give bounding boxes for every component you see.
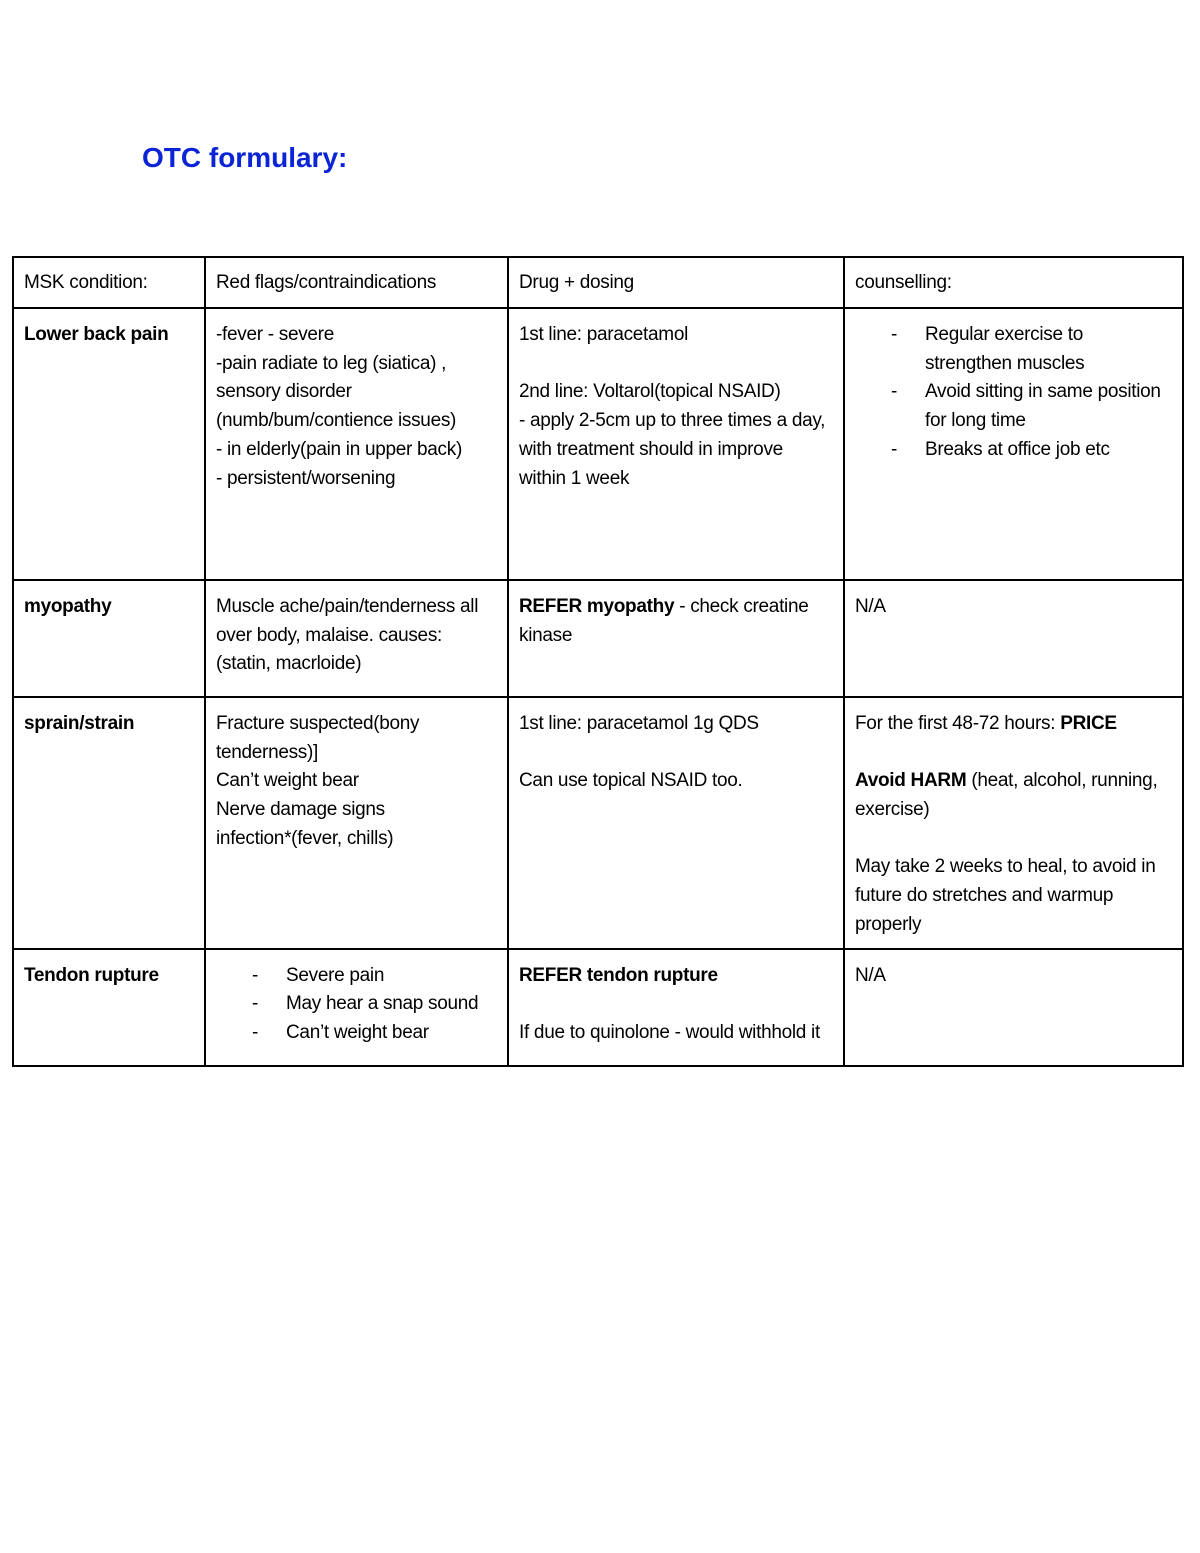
drug-cell: 1st line: paracetamol 1g QDS Can use topi… (507, 696, 845, 950)
bold-text: REFER myopathy (519, 596, 675, 617)
text-line: Fracture suspected(bony tenderness)] (216, 710, 497, 767)
counselling-cell: For the first 48-72 hours: PRICE Avoid HA… (843, 696, 1184, 950)
table-row: Tendon rupture Severe painMay hear a snap… (12, 947, 1184, 1067)
text-line: - apply 2-5cm up to three times a day, w… (519, 407, 833, 493)
text: Can’t weight bear (216, 770, 359, 792)
condition-name: myopathy (24, 596, 112, 617)
text-line: REFER tendon rupture (519, 962, 833, 991)
counselling-cell: Regular exercise to strengthen musclesAv… (843, 307, 1184, 581)
text: 2nd line: Voltarol(topical NSAID) (519, 381, 781, 403)
text: - persistent/worsening (216, 467, 396, 489)
condition-name: sprain/strain (24, 713, 135, 734)
text: Nerve damage signs (216, 799, 385, 821)
text-line: If due to quinolone - would withhold it (519, 1019, 833, 1048)
text: Muscle ache/pain/tenderness all over bod… (216, 596, 479, 675)
drug-cell: REFER myopathy - check creatine kinase (507, 579, 845, 698)
condition-cell: sprain/strain (12, 696, 206, 950)
otc-formulary-table: MSK condition: Red flags/contraindication… (12, 256, 1184, 1067)
text: May take 2 weeks to heal, to avoid in fu… (855, 856, 1156, 935)
list-item: Severe pain (216, 962, 497, 991)
text: -fever - severe (216, 324, 334, 345)
header-row: MSK condition: Red flags/contraindication… (12, 256, 1184, 309)
column-header: MSK condition: (12, 256, 206, 309)
red-flags-cell: Fracture suspected(bony tenderness)] Can’… (204, 696, 509, 950)
counselling-cell: N/A (843, 947, 1184, 1067)
text-line: Nerve damage signs (216, 796, 497, 825)
text-line (519, 739, 833, 768)
text: -pain radiate to leg (siatica) , sensory… (216, 352, 457, 432)
text-line: - persistent/worsening (216, 465, 497, 494)
text-line (855, 825, 1172, 854)
text-line (519, 350, 833, 379)
text-line (519, 990, 833, 1019)
drug-cell: REFER tendon rupture If due to quinolone … (507, 947, 845, 1067)
text: 1st line: paracetamol (519, 324, 689, 345)
bullet-list: Severe painMay hear a snap soundCan’t we… (216, 962, 497, 1048)
text-line: N/A (855, 593, 1172, 622)
text-line: infection*(fever, chills) (216, 825, 497, 854)
condition-cell: Lower back pain (12, 307, 206, 581)
list-item: Avoid sitting in same position for long … (855, 378, 1172, 435)
text-line: 1st line: paracetamol 1g QDS (519, 710, 833, 739)
bullet-list: Regular exercise to strengthen musclesAv… (855, 321, 1172, 465)
text-line: Can’t weight bear (216, 767, 497, 796)
red-flags-cell: Muscle ache/pain/tenderness all over bod… (204, 579, 509, 698)
text-line: REFER myopathy - check creatine kinase (519, 593, 833, 650)
text-line: Can use topical NSAID too. (519, 767, 833, 796)
table-row: sprain/strain Fracture suspected(bony ten… (12, 696, 1184, 950)
condition-cell: Tendon rupture (12, 947, 206, 1067)
text: infection*(fever, chills) (216, 827, 394, 849)
text: - check creatine kinase (519, 596, 809, 646)
text: N/A (855, 964, 886, 986)
red-flags-cell: -fever - severe -pain radiate to leg (sia… (204, 307, 509, 581)
list-item: Breaks at office job etc (855, 436, 1172, 465)
text: Can use topical NSAID too. (519, 770, 743, 792)
red-flags-cell: Severe painMay hear a snap soundCan’t we… (204, 947, 509, 1067)
page-title: OTC formulary: (142, 142, 348, 173)
text-line: Muscle ache/pain/tenderness all over bod… (216, 593, 497, 679)
text-line: 1st line: paracetamol (519, 321, 833, 350)
column-header: Red flags/contraindications (204, 256, 509, 309)
text-line: 2nd line: Voltarol(topical NSAID) (519, 378, 833, 407)
table-row: Lower back pain -fever - severe -pain radi… (12, 307, 1184, 581)
bold-text: REFER tendon rupture (519, 964, 718, 986)
text-line: -pain radiate to leg (siatica) , sensory… (216, 350, 497, 436)
table-row: myopathy Muscle ache/pain/tenderness all … (12, 579, 1184, 698)
list-item: May hear a snap sound (216, 990, 497, 1019)
text: - apply 2-5cm up to three times a day, w… (519, 410, 826, 489)
text: 1st line: paracetamol 1g QDS (519, 713, 759, 734)
drug-cell: 1st line: paracetamol 2nd line: Voltarol(… (507, 307, 845, 581)
bold-text: Avoid HARM (855, 770, 967, 792)
text-line: N/A (855, 962, 1172, 991)
text-line: - in elderly(pain in upper back) (216, 436, 497, 465)
text-line: For the first 48-72 hours: PRICE (855, 710, 1172, 739)
counselling-cell: N/A (843, 579, 1184, 698)
condition-cell: myopathy (12, 579, 206, 698)
list-item: Can’t weight bear (216, 1019, 497, 1048)
bold-text: PRICE (1060, 713, 1117, 734)
text-line: May take 2 weeks to heal, to avoid in fu… (855, 853, 1172, 939)
condition-name: Tendon rupture (24, 964, 159, 986)
text: Fracture suspected(bony tenderness)] (216, 713, 420, 763)
column-header: counselling: (843, 256, 1184, 309)
text-line: -fever - severe (216, 321, 497, 350)
text: (heat, alcohol, running, exercise) (855, 770, 1158, 821)
column-header: Drug + dosing (507, 256, 845, 309)
list-item: Regular exercise to strengthen muscles (855, 321, 1172, 378)
text: - in elderly(pain in upper back) (216, 438, 462, 460)
text-line (855, 739, 1172, 768)
condition-name: Lower back pain (24, 324, 169, 345)
text: For the first 48-72 hours: (855, 713, 1061, 734)
text: If due to quinolone - would withhold it (519, 1021, 820, 1043)
text: N/A (855, 596, 886, 617)
text-line: Avoid HARM (heat, alcohol, running, exer… (855, 767, 1172, 824)
